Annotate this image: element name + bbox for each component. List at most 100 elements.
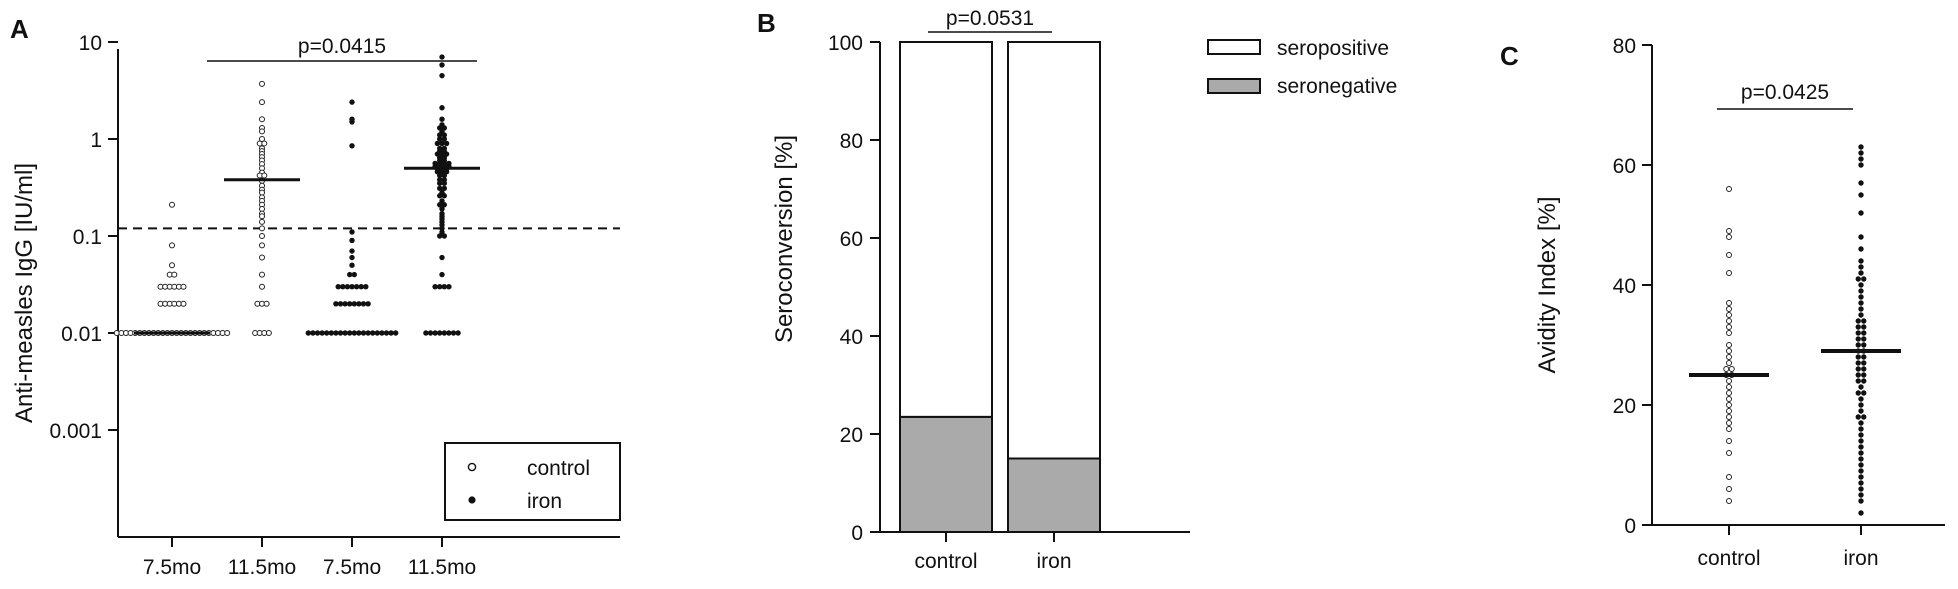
data-point — [1858, 312, 1864, 318]
data-point — [1858, 432, 1864, 438]
data-point — [1855, 354, 1861, 360]
data-point — [1855, 366, 1861, 372]
bar-seropositive — [899, 41, 993, 418]
panel-a: A Anti-measles IgG [IU/ml] 0.001 0.01 0.1 1… — [10, 14, 621, 579]
panel-b-x-ticks: control iron — [914, 532, 1072, 573]
data-point — [1861, 366, 1867, 372]
x-tick-label: 11.5mo — [228, 556, 297, 579]
data-point — [437, 185, 443, 192]
data-point — [1858, 444, 1864, 450]
y-tick-label: 80 — [840, 130, 863, 153]
data-point — [1726, 414, 1732, 420]
panel-a-y-axis-label: Anti-measles IgG [IU/ml] — [11, 163, 38, 423]
data-point — [439, 271, 445, 278]
data-point — [349, 99, 355, 105]
data-point — [358, 284, 364, 290]
x-tick-label: 7.5mo — [323, 556, 381, 579]
data-point — [335, 284, 341, 290]
data-point — [1855, 318, 1861, 324]
data-point — [1726, 486, 1732, 492]
data-point — [439, 72, 445, 79]
data-point — [439, 54, 445, 60]
data-point — [1858, 396, 1864, 402]
data-point — [169, 201, 175, 208]
data-point — [450, 330, 457, 336]
data-point — [1858, 282, 1864, 288]
data-point — [1855, 330, 1861, 336]
data-point — [1726, 318, 1732, 324]
panel-b: B Seroconversion [%] 0 20 40 60 80 100 contro… — [757, 7, 1397, 573]
data-point — [259, 225, 265, 232]
panel-c-letter: C — [1500, 41, 1519, 71]
data-point — [1861, 354, 1867, 360]
panel-a-points — [113, 54, 461, 336]
data-point — [261, 172, 268, 179]
bar-seropositive — [1007, 41, 1101, 460]
data-point — [439, 206, 445, 212]
data-point — [1726, 348, 1732, 354]
data-point — [1855, 372, 1861, 378]
data-point — [349, 248, 355, 254]
x-tick-label: 11.5mo — [408, 556, 477, 579]
data-point — [1726, 306, 1732, 312]
data-point — [259, 233, 265, 239]
legend-swatch-seropositive — [1207, 39, 1261, 55]
y-tick-label: 1 — [90, 129, 102, 152]
data-point — [1861, 342, 1867, 348]
data-point — [441, 172, 447, 179]
data-point — [305, 330, 311, 336]
data-point — [180, 300, 187, 307]
y-tick-label: 0.1 — [73, 226, 102, 249]
data-point — [1858, 270, 1864, 276]
x-tick-label: control — [914, 550, 977, 573]
data-point — [1726, 384, 1732, 390]
panel-b-y-ticks: 0 20 40 60 80 100 — [828, 32, 880, 545]
data-point — [365, 301, 371, 307]
data-point — [439, 62, 445, 68]
data-point — [259, 99, 265, 106]
data-point — [344, 284, 351, 290]
data-point — [441, 132, 447, 138]
data-point — [1858, 258, 1864, 264]
data-point — [1858, 234, 1864, 240]
data-point — [349, 254, 355, 261]
data-point — [441, 180, 447, 186]
data-point — [1858, 402, 1864, 408]
data-point — [437, 233, 443, 239]
data-point — [349, 229, 355, 235]
data-point — [169, 262, 175, 269]
data-point — [439, 229, 445, 235]
data-point — [363, 284, 369, 290]
data-point — [1858, 288, 1864, 294]
y-tick-label: 0.01 — [61, 323, 102, 346]
panel-a-medians — [134, 166, 480, 335]
data-point — [1858, 486, 1864, 492]
y-tick-label: 20 — [1613, 395, 1636, 418]
data-point — [455, 330, 461, 336]
data-point — [259, 116, 265, 123]
data-point — [1858, 156, 1864, 162]
data-point — [1858, 210, 1864, 216]
data-point — [259, 213, 265, 220]
data-point — [360, 301, 367, 307]
panel-c-x-ticks: control iron — [1697, 525, 1879, 570]
data-point — [347, 301, 353, 307]
data-point — [1861, 276, 1867, 282]
data-point — [393, 330, 399, 336]
data-point — [1726, 420, 1732, 426]
data-point — [349, 262, 355, 268]
y-tick-label: 40 — [1613, 275, 1636, 298]
data-point — [356, 301, 362, 307]
data-point — [1855, 336, 1861, 342]
data-point — [259, 136, 265, 142]
legend-marker-control — [467, 462, 477, 472]
data-point — [1855, 360, 1861, 366]
data-point — [1858, 510, 1864, 516]
data-point — [337, 301, 344, 307]
data-point — [437, 136, 443, 142]
data-point — [1855, 342, 1861, 348]
data-point — [1726, 300, 1732, 306]
y-tick-label: 10 — [79, 32, 102, 55]
data-point — [1855, 390, 1861, 396]
data-point — [1861, 336, 1867, 342]
